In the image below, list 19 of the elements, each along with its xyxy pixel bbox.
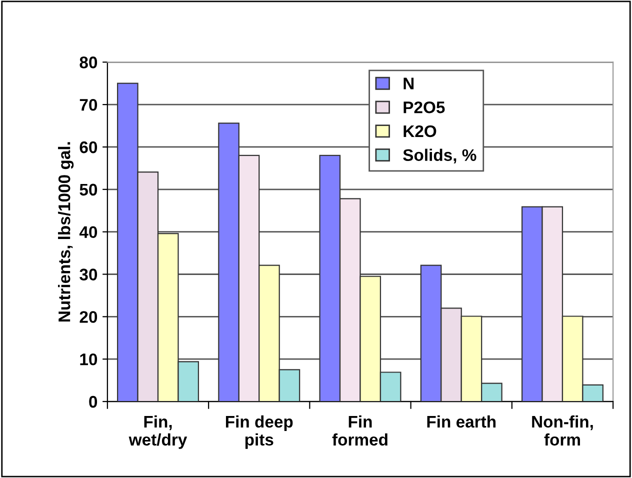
y-tick-label: 30: [80, 268, 98, 280]
y-tick-label: 50: [80, 184, 98, 196]
y-tick-label: 80: [80, 56, 98, 68]
x-tick-label: Fin earth: [427, 415, 496, 428]
legend-label: N: [404, 78, 414, 90]
y-axis-title: Nutrients, lbs/1000 gal.: [58, 142, 74, 322]
x-tick-label: Non-fin, form: [532, 415, 593, 446]
legend-label: K2O: [404, 125, 436, 138]
x-tick-label: Fin deep pits: [226, 415, 293, 449]
y-tick-label: 60: [80, 141, 98, 154]
y-tick-label: 0: [89, 396, 98, 408]
x-tick-label: Fin formed: [332, 415, 388, 446]
legend-label: Solids, %: [403, 148, 476, 164]
x-tick-label: Fin, wet/dry: [128, 415, 188, 449]
y-tick-label: 40: [79, 226, 98, 238]
legend-label: P2O5: [404, 101, 445, 114]
y-tick-label: 70: [80, 98, 98, 111]
y-tick-label: 20: [80, 311, 98, 323]
y-tick-label: 10: [80, 354, 98, 366]
